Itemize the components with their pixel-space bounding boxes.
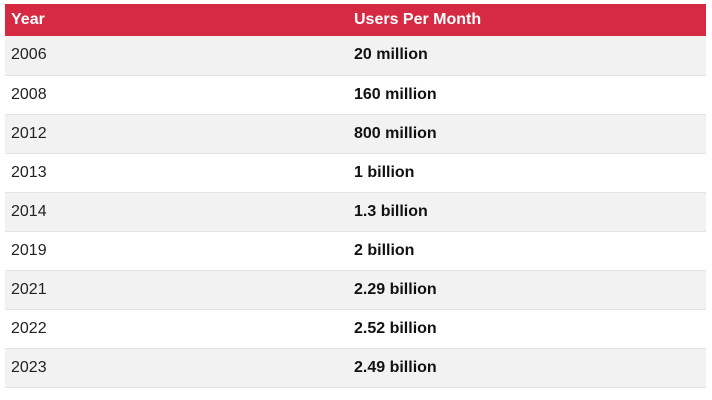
users-table-container: Year Users Per Month 2006 20 million 200…	[5, 4, 706, 388]
table-header: Year Users Per Month	[5, 4, 706, 36]
year-cell: 2013	[11, 163, 47, 181]
users-cell: 2.29 billion	[354, 280, 437, 298]
year-cell: 2006	[11, 46, 47, 64]
users-cell: 800 million	[354, 124, 437, 142]
users-cell: 2.52 billion	[354, 319, 437, 337]
year-cell: 2022	[11, 319, 47, 337]
users-per-month-table: Year Users Per Month 2006 20 million 200…	[5, 4, 706, 388]
users-cell: 160 million	[354, 85, 437, 103]
table-row: 2021 2.29 billion	[5, 270, 706, 309]
table-header-row: Year Users Per Month	[5, 4, 706, 36]
year-cell: 2008	[11, 85, 47, 103]
year-cell: 2012	[11, 124, 47, 142]
users-cell: 20 million	[354, 46, 428, 64]
users-cell: 1 billion	[354, 163, 415, 181]
header-users-per-month: Users Per Month	[354, 11, 482, 28]
year-cell: 2021	[11, 280, 47, 298]
users-cell: 1.3 billion	[354, 202, 428, 220]
table-row: 2019 2 billion	[5, 231, 706, 270]
table-row: 2012 800 million	[5, 114, 706, 153]
year-cell: 2014	[11, 202, 47, 220]
table-row: 2013 1 billion	[5, 153, 706, 192]
table-body: 2006 20 million 2008 160 million 2012 80…	[5, 36, 706, 387]
year-cell: 2019	[11, 241, 47, 259]
users-cell: 2.49 billion	[354, 358, 437, 376]
table-row: 2022 2.52 billion	[5, 309, 706, 348]
table-row: 2014 1.3 billion	[5, 192, 706, 231]
table-row: 2008 160 million	[5, 75, 706, 114]
header-year: Year	[11, 11, 45, 28]
table-row: 2006 20 million	[5, 36, 706, 75]
users-cell: 2 billion	[354, 241, 415, 259]
table-row: 2023 2.49 billion	[5, 348, 706, 387]
year-cell: 2023	[11, 358, 47, 376]
